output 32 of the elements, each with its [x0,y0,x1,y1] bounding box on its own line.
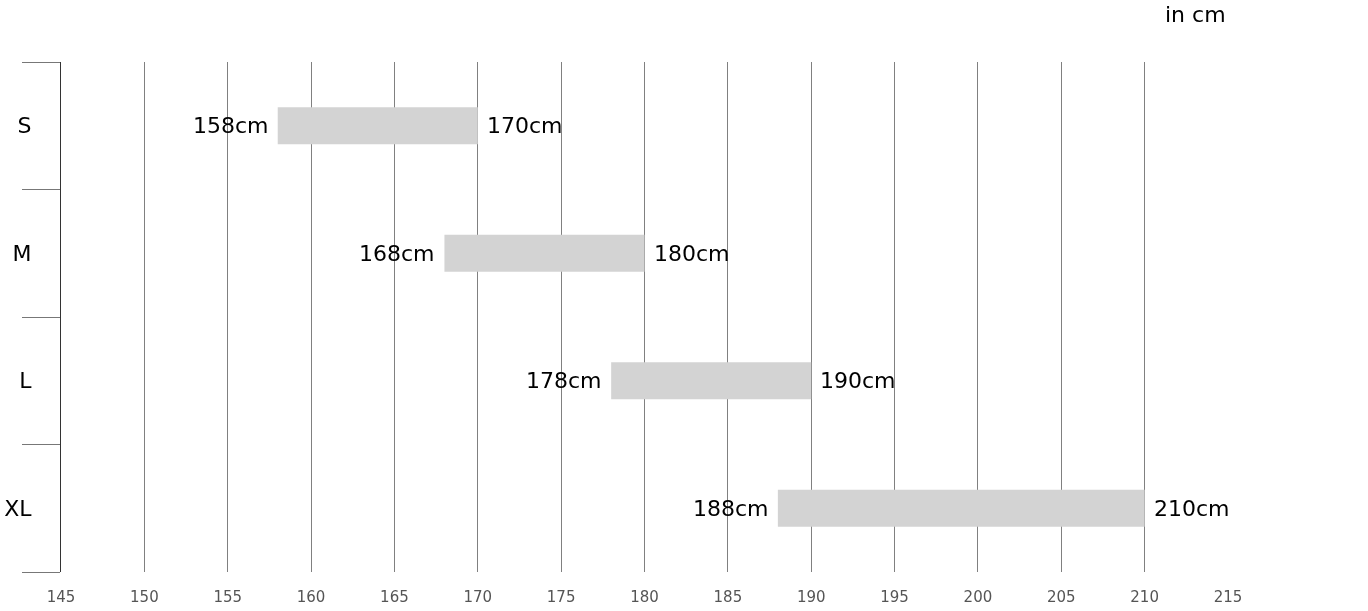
x-tick-label: 190 [796,588,826,606]
y-tick-label: M [12,240,32,266]
x-tick-label: 205 [1046,588,1076,606]
x-tick-label: 170 [463,588,493,606]
x-tick-label: 165 [380,588,409,606]
bar [277,107,478,145]
x-tick-label: 210 [1130,588,1159,606]
annotation: 188cm [693,496,769,521]
annotation: 178cm [526,368,602,393]
x-tick-label: 195 [880,588,909,606]
y-tick-label: L [19,368,33,394]
bar [777,489,1145,527]
annotation: 170cm [487,113,563,138]
y-tick-label: XL [4,495,33,521]
x-tick-label: 175 [546,588,576,606]
x-tick-label: 155 [213,588,243,606]
x-tick-label: 145 [46,588,76,606]
bar [611,362,812,400]
y-tick-label: S [17,113,32,139]
bar [444,234,645,272]
x-tick-label: 185 [713,588,743,606]
x-tick-label: 180 [630,588,659,606]
x-axis-title: in cm [1165,2,1226,27]
annotation: 158cm [193,113,269,138]
annotation: 190cm [820,368,896,393]
annotation: 210cm [1154,496,1230,521]
x-tick-label: 215 [1213,588,1243,606]
annotation: 168cm [359,241,435,266]
x-tick-label: 160 [296,588,326,606]
x-tick-label: 200 [963,588,993,606]
x-tick-label: 150 [130,588,159,606]
annotation: 180cm [654,241,730,266]
